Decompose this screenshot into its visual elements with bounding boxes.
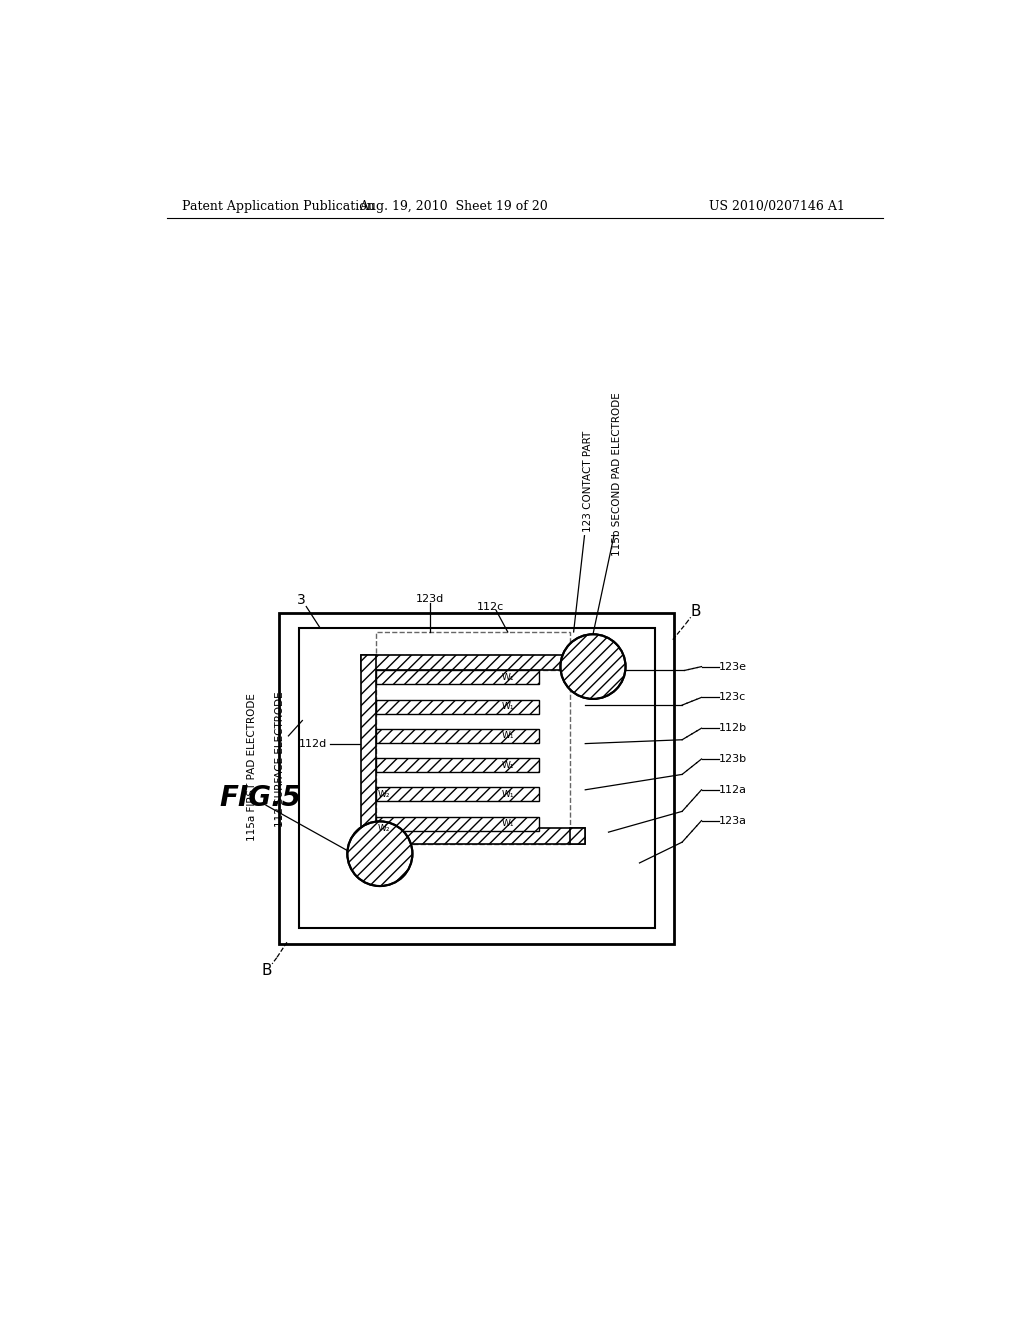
- Text: 112c: 112c: [477, 602, 505, 611]
- Circle shape: [560, 635, 626, 700]
- Bar: [376, 758, 539, 772]
- Text: W₁: W₁: [502, 702, 514, 711]
- Text: 123c: 123c: [719, 693, 745, 702]
- Text: 112a: 112a: [719, 785, 746, 795]
- Bar: [569, 655, 586, 671]
- Text: FIG.5: FIG.5: [219, 784, 301, 812]
- Text: W₁: W₁: [502, 673, 514, 682]
- Text: Aug. 19, 2010  Sheet 19 of 20: Aug. 19, 2010 Sheet 19 of 20: [359, 199, 548, 213]
- Text: 123a: 123a: [719, 816, 746, 825]
- Text: W₁: W₁: [502, 731, 514, 741]
- Bar: [376, 729, 539, 743]
- Text: 115a FIRST PAD ELECTRODE: 115a FIRST PAD ELECTRODE: [247, 693, 257, 841]
- Bar: [360, 655, 376, 843]
- Bar: [376, 817, 539, 830]
- Text: US 2010/0207146 A1: US 2010/0207146 A1: [710, 199, 845, 213]
- Text: 115b SECOND PAD ELECTRODE: 115b SECOND PAD ELECTRODE: [612, 392, 623, 556]
- Bar: [299, 628, 655, 928]
- Text: 123 CONTACT PART: 123 CONTACT PART: [583, 432, 593, 532]
- Text: W₂: W₂: [378, 789, 390, 799]
- Bar: [569, 829, 586, 843]
- Bar: [360, 655, 586, 671]
- Text: W₁: W₁: [502, 760, 514, 770]
- Text: 112b: 112b: [719, 723, 746, 733]
- Text: W₁: W₁: [502, 789, 514, 799]
- Text: W₁: W₁: [502, 820, 514, 828]
- Bar: [376, 671, 539, 684]
- Bar: [376, 700, 539, 714]
- Text: Patent Application Publication: Patent Application Publication: [182, 199, 375, 213]
- Text: 112 SURFACE ELECTRODE: 112 SURFACE ELECTRODE: [274, 692, 285, 826]
- Text: 3: 3: [297, 594, 306, 607]
- Bar: [376, 788, 539, 801]
- Bar: [280, 612, 675, 944]
- Text: B: B: [691, 603, 701, 619]
- Text: 112d: 112d: [299, 739, 328, 748]
- Text: 123d: 123d: [416, 594, 444, 603]
- Text: W₂: W₂: [378, 824, 390, 833]
- Bar: [376, 671, 569, 843]
- Bar: [376, 632, 569, 655]
- Circle shape: [347, 821, 413, 886]
- Text: 123b: 123b: [719, 754, 746, 764]
- Text: 123e: 123e: [719, 661, 746, 672]
- Bar: [360, 829, 586, 843]
- Text: B: B: [261, 964, 272, 978]
